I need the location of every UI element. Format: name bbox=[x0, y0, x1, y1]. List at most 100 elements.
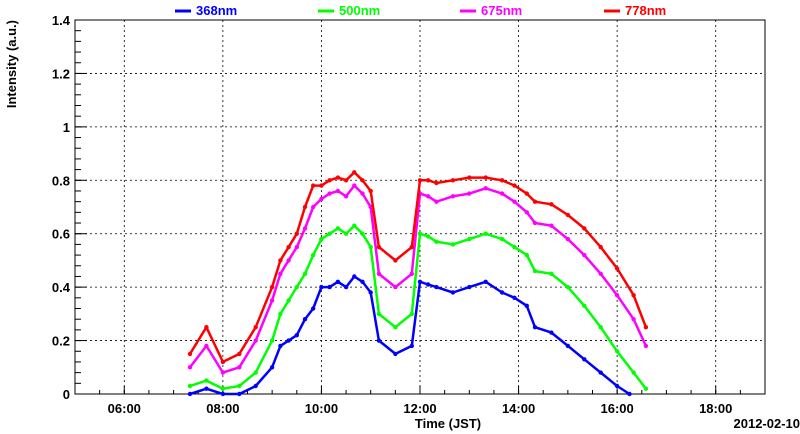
data-point bbox=[237, 365, 242, 370]
data-point bbox=[343, 178, 349, 183]
y-tick-label: 1 bbox=[63, 120, 70, 135]
data-point bbox=[327, 231, 332, 236]
data-point bbox=[269, 284, 275, 290]
y-tick-label: 0.6 bbox=[52, 227, 70, 242]
y-tick-label: 0.2 bbox=[52, 334, 70, 349]
data-point bbox=[627, 391, 632, 397]
data-point bbox=[286, 298, 291, 303]
y-tick-label: 1.2 bbox=[52, 66, 70, 81]
data-point bbox=[565, 284, 571, 290]
data-point bbox=[434, 180, 439, 186]
data-point bbox=[434, 284, 439, 290]
data-point bbox=[220, 370, 226, 375]
data-point bbox=[565, 212, 571, 218]
data-point bbox=[269, 298, 275, 303]
data-point bbox=[335, 226, 341, 231]
x-tick-label: 06:00 bbox=[108, 401, 141, 416]
data-point bbox=[327, 284, 332, 290]
data-point bbox=[598, 271, 603, 276]
data-point bbox=[643, 386, 649, 391]
data-point bbox=[187, 391, 193, 397]
data-point bbox=[278, 311, 283, 317]
axis-ticks: 06:00 08:00 10:00 12:00 14:00 16:00 18:00 0 0.2 0… bbox=[52, 13, 766, 416]
data-point bbox=[417, 279, 423, 284]
data-point bbox=[631, 317, 636, 322]
data-point bbox=[302, 226, 308, 231]
data-point bbox=[417, 178, 423, 183]
data-point bbox=[220, 386, 226, 391]
x-tick-label: 14:00 bbox=[502, 401, 535, 416]
data-point bbox=[352, 183, 357, 188]
data-point bbox=[524, 191, 529, 196]
data-point bbox=[467, 175, 472, 180]
data-point bbox=[409, 244, 414, 250]
data-point bbox=[565, 343, 571, 349]
series-line bbox=[189, 184, 648, 374]
data-point bbox=[549, 271, 554, 276]
data-point bbox=[512, 199, 517, 204]
data-point bbox=[319, 236, 324, 242]
data-point bbox=[376, 244, 382, 250]
data-point bbox=[294, 333, 299, 338]
data-point bbox=[360, 279, 365, 284]
data-point bbox=[253, 338, 258, 343]
data-point bbox=[352, 274, 357, 279]
data-point bbox=[532, 199, 538, 204]
data-point bbox=[512, 244, 517, 250]
y-tick-label: 0 bbox=[63, 387, 70, 402]
data-point bbox=[532, 325, 538, 330]
data-point bbox=[352, 223, 357, 228]
data-point bbox=[187, 351, 193, 357]
data-point bbox=[302, 204, 308, 210]
series-675nm bbox=[187, 183, 649, 375]
x-axis-title: Time (JST) bbox=[415, 416, 481, 431]
data-point bbox=[368, 244, 373, 250]
data-point bbox=[327, 191, 332, 196]
data-point bbox=[393, 325, 398, 330]
series-line bbox=[188, 171, 648, 364]
data-point bbox=[499, 178, 505, 183]
data-point bbox=[467, 284, 472, 290]
data-point bbox=[253, 325, 258, 330]
data-point bbox=[204, 378, 209, 383]
date-label: 2012-02-10 bbox=[734, 416, 800, 431]
data-point bbox=[294, 231, 299, 236]
data-point bbox=[327, 178, 332, 183]
data-point bbox=[269, 338, 275, 343]
x-tick-label: 12:00 bbox=[403, 401, 436, 416]
data-point bbox=[311, 183, 316, 188]
legend-label: 368nm bbox=[196, 3, 237, 18]
data-point bbox=[278, 271, 283, 276]
series-778nm bbox=[187, 170, 649, 365]
data-point bbox=[582, 303, 587, 308]
data-point bbox=[426, 282, 431, 287]
data-point bbox=[499, 290, 505, 295]
data-point bbox=[269, 365, 275, 370]
data-point bbox=[294, 284, 299, 290]
data-point bbox=[237, 351, 242, 357]
y-tick-label: 0.8 bbox=[52, 173, 70, 188]
data-point bbox=[614, 266, 620, 271]
y-tick-label: 0.4 bbox=[52, 280, 71, 295]
data-point bbox=[631, 293, 636, 298]
data-point bbox=[426, 234, 431, 239]
data-point bbox=[582, 226, 587, 231]
data-point bbox=[499, 236, 505, 242]
data-point bbox=[302, 317, 308, 322]
data-point bbox=[237, 383, 242, 389]
series-line bbox=[189, 275, 631, 396]
data-point bbox=[376, 311, 382, 317]
x-tick-label: 08:00 bbox=[206, 401, 239, 416]
data-point bbox=[483, 279, 488, 284]
data-point bbox=[343, 284, 349, 290]
data-point bbox=[467, 191, 472, 196]
data-point bbox=[368, 188, 373, 194]
data-point bbox=[220, 391, 226, 397]
series-500nm bbox=[187, 223, 649, 391]
legend-label: 675nm bbox=[481, 3, 522, 18]
data-point bbox=[204, 386, 209, 391]
data-point bbox=[335, 279, 341, 284]
data-point bbox=[512, 295, 517, 300]
data-point bbox=[294, 244, 299, 250]
